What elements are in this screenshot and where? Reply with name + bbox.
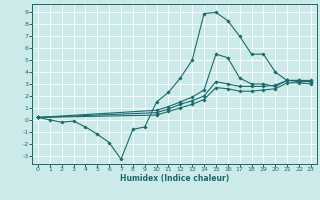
X-axis label: Humidex (Indice chaleur): Humidex (Indice chaleur) xyxy=(120,174,229,183)
